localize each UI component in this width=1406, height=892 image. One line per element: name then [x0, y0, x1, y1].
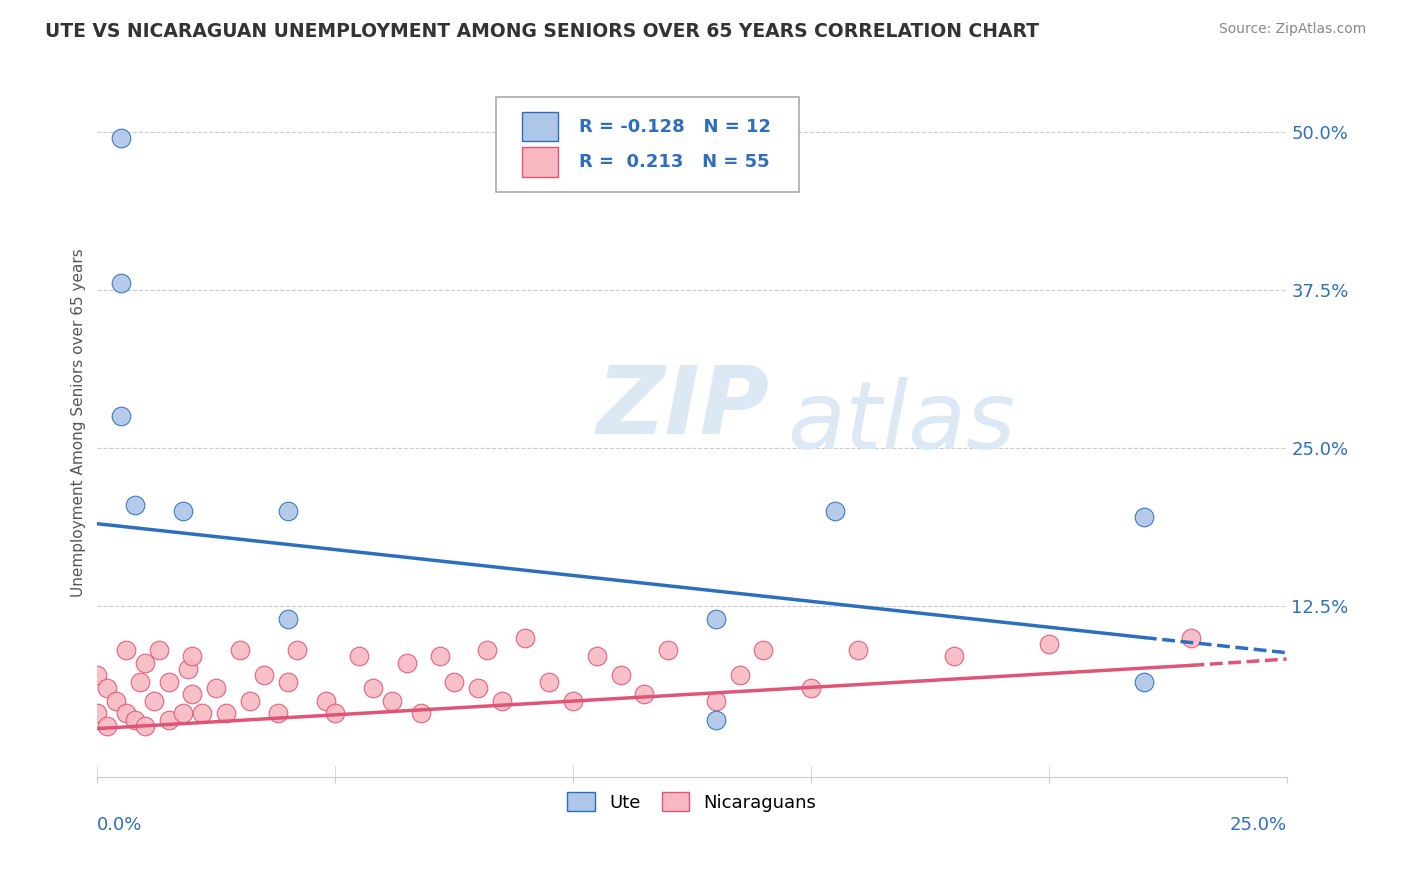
Point [115, 706, 138, 721]
Point [172, 706, 194, 721]
Point [323, 706, 346, 721]
Point [848, 643, 870, 657]
Point [285, 643, 308, 657]
Text: 0.0%: 0.0% [97, 815, 143, 833]
Point [215, 706, 238, 721]
Point [477, 643, 499, 657]
Point [467, 681, 489, 695]
Point [277, 504, 299, 518]
Point [129, 674, 152, 689]
Point [1133, 510, 1156, 524]
Text: 25.0%: 25.0% [1229, 815, 1286, 833]
Point [942, 649, 965, 664]
Point [429, 649, 451, 664]
Point [157, 713, 180, 727]
Text: atlas: atlas [787, 377, 1015, 468]
Point [277, 674, 299, 689]
Point [1180, 631, 1202, 645]
Text: UTE VS NICARAGUAN UNEMPLOYMENT AMONG SENIORS OVER 65 YEARS CORRELATION CHART: UTE VS NICARAGUAN UNEMPLOYMENT AMONG SEN… [45, 22, 1039, 41]
Point [181, 688, 204, 702]
Point [134, 656, 156, 670]
Point [752, 643, 775, 657]
Point [229, 643, 252, 657]
Point [134, 719, 156, 733]
Point [395, 656, 418, 670]
Point [361, 681, 384, 695]
Legend: Ute, Nicaraguans: Ute, Nicaraguans [558, 783, 825, 821]
Point [110, 409, 132, 424]
Point [728, 668, 751, 682]
Text: R = -0.128   N = 12: R = -0.128 N = 12 [579, 118, 770, 136]
Y-axis label: Unemployment Among Seniors over 65 years: Unemployment Among Seniors over 65 years [72, 248, 86, 597]
Point [538, 674, 561, 689]
Point [515, 631, 537, 645]
Point [86, 668, 108, 682]
Point [409, 706, 432, 721]
Point [177, 662, 200, 676]
Point [181, 649, 204, 664]
FancyBboxPatch shape [522, 112, 558, 142]
Point [86, 706, 108, 721]
Point [585, 649, 607, 664]
Point [105, 694, 128, 708]
Point [1133, 674, 1156, 689]
Point [824, 504, 846, 518]
Point [704, 694, 727, 708]
Point [315, 694, 337, 708]
Point [110, 277, 132, 291]
Point [347, 649, 370, 664]
Point [115, 643, 138, 657]
Point [239, 694, 262, 708]
Text: Source: ZipAtlas.com: Source: ZipAtlas.com [1219, 22, 1367, 37]
Point [96, 681, 118, 695]
Point [381, 694, 404, 708]
Point [1038, 637, 1060, 651]
Point [191, 706, 214, 721]
Point [562, 694, 585, 708]
Point [124, 713, 146, 727]
Point [143, 694, 166, 708]
Point [157, 674, 180, 689]
Point [96, 719, 118, 733]
Point [124, 498, 146, 512]
Point [609, 668, 631, 682]
Point [633, 688, 655, 702]
Text: ZIP: ZIP [596, 362, 769, 454]
Point [443, 674, 465, 689]
Point [148, 643, 170, 657]
Point [205, 681, 228, 695]
Point [267, 706, 290, 721]
Point [657, 643, 679, 657]
Point [800, 681, 823, 695]
Text: R =  0.213   N = 55: R = 0.213 N = 55 [579, 153, 769, 171]
Point [172, 504, 194, 518]
Point [491, 694, 513, 708]
FancyBboxPatch shape [522, 147, 558, 177]
Point [704, 611, 727, 625]
Point [277, 611, 299, 625]
Point [253, 668, 276, 682]
Point [110, 131, 132, 145]
Point [704, 713, 727, 727]
FancyBboxPatch shape [496, 97, 799, 193]
